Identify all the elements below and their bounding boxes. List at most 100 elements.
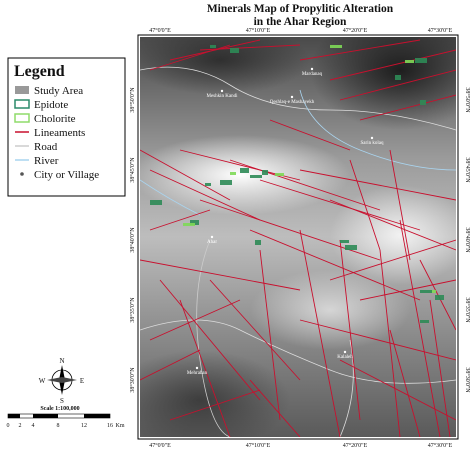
- terrain-dark: [140, 37, 310, 95]
- terrain-light: [330, 185, 456, 285]
- mineral-patch: [230, 48, 239, 53]
- coord-label: 38°35'0"N: [129, 297, 136, 323]
- mineral-patch: [190, 220, 199, 225]
- lineament: [169, 389, 261, 421]
- scale-tick: 12: [81, 423, 87, 429]
- lineament: [199, 44, 301, 51]
- scale-tick: 16: [107, 423, 113, 429]
- terrain-light: [250, 270, 410, 350]
- coord-label: 38°30'0"N: [129, 367, 136, 393]
- lineament: [140, 349, 201, 381]
- lineament: [169, 39, 261, 61]
- lineament: [329, 239, 456, 281]
- coord-label: 47°20'0"E: [343, 27, 368, 34]
- mineral-patch: [255, 240, 261, 245]
- place-label: Mehraban: [187, 371, 208, 376]
- mineral-patch: [230, 172, 236, 175]
- mineral-patch: [415, 58, 427, 63]
- lineament: [359, 94, 456, 121]
- lineament: [299, 319, 456, 361]
- map-frame: [137, 34, 459, 440]
- lineament: [249, 229, 421, 301]
- lineament: [329, 49, 456, 81]
- legend-item: City or Village: [34, 169, 99, 181]
- lineament: [339, 359, 456, 421]
- city: [310, 67, 314, 71]
- compass-n: N: [59, 357, 64, 365]
- legend-item: Study Area: [34, 85, 83, 97]
- terrain-dark: [140, 350, 290, 437]
- map-title: Minerals Map of Propylitic Alteration: [207, 3, 394, 15]
- lineament: [259, 179, 421, 231]
- mineral-patch: [205, 183, 211, 186]
- coord-label: 47°20'0"E: [343, 442, 368, 449]
- legend-swatch: [15, 86, 29, 94]
- scale-tick: 4: [32, 423, 35, 429]
- compass-s: S: [60, 397, 64, 405]
- coord-label: 38°45'0"N: [464, 157, 471, 183]
- city: [343, 350, 347, 354]
- coord-label: 38°30'0"N: [464, 367, 471, 393]
- terrain-light: [140, 135, 350, 215]
- mineral-patch: [275, 173, 284, 176]
- coord-label: 47°10'0"E: [246, 27, 271, 34]
- compass-rose: [47, 377, 77, 383]
- lineament: [349, 159, 381, 251]
- lineament: [249, 379, 301, 437]
- legend-item: River: [34, 155, 59, 167]
- lineament: [299, 39, 421, 61]
- mineral-patch: [240, 168, 249, 173]
- lineament: [339, 69, 456, 101]
- mineral-patch: [210, 45, 216, 48]
- scale-tick: 2: [19, 423, 22, 429]
- lineament: [229, 159, 381, 211]
- mineral-patch: [405, 60, 414, 63]
- mineral-patch: [345, 245, 357, 250]
- lineament: [269, 119, 351, 151]
- road: [339, 339, 354, 437]
- lineament: [359, 279, 456, 301]
- coord-label: 47°0'0"E: [149, 442, 171, 449]
- lineament: [209, 279, 301, 381]
- road: [140, 66, 456, 131]
- city: [370, 136, 374, 140]
- road: [299, 89, 456, 171]
- lineament: [159, 279, 261, 401]
- lineament: [149, 299, 241, 341]
- lineament: [259, 249, 281, 421]
- mineral-patch: [220, 180, 232, 185]
- lineament: [149, 169, 261, 221]
- scale-segment: [84, 414, 110, 418]
- legend-item: Lineaments: [34, 127, 85, 139]
- scale-segment: [33, 414, 58, 418]
- legend-item: Road: [34, 141, 58, 153]
- mineral-patch: [340, 240, 349, 243]
- lineament: [299, 229, 341, 437]
- lineament: [389, 149, 411, 261]
- scale-segment: [8, 414, 20, 418]
- mineral-patch: [250, 175, 262, 178]
- place-label: Sarin kolaq: [361, 141, 384, 146]
- map-raster: [140, 37, 456, 437]
- scale-tick: 0: [7, 423, 10, 429]
- place-label: Meshkin Kandi: [207, 94, 239, 99]
- mineral-patch: [435, 295, 444, 300]
- lineament: [140, 259, 301, 291]
- scale-tick: 8: [57, 423, 60, 429]
- lineament: [399, 219, 441, 437]
- legend-swatch: [14, 99, 30, 109]
- legend-swatch: [20, 172, 24, 176]
- lineament: [149, 209, 211, 231]
- lineament: [389, 329, 421, 437]
- coord-label: 47°0'0"E: [149, 27, 171, 34]
- coord-label: 38°35'0"N: [464, 297, 471, 323]
- compass-w: W: [39, 377, 46, 385]
- city: [195, 366, 199, 370]
- mineral-patch: [420, 320, 429, 323]
- coord-label: 38°50'0"N: [464, 87, 471, 113]
- coord-label: 38°45'0"N: [129, 157, 136, 183]
- coord-label: 38°50'0"N: [129, 87, 136, 113]
- coord-label: 38°40'0"N: [129, 227, 136, 253]
- lineament: [429, 299, 451, 437]
